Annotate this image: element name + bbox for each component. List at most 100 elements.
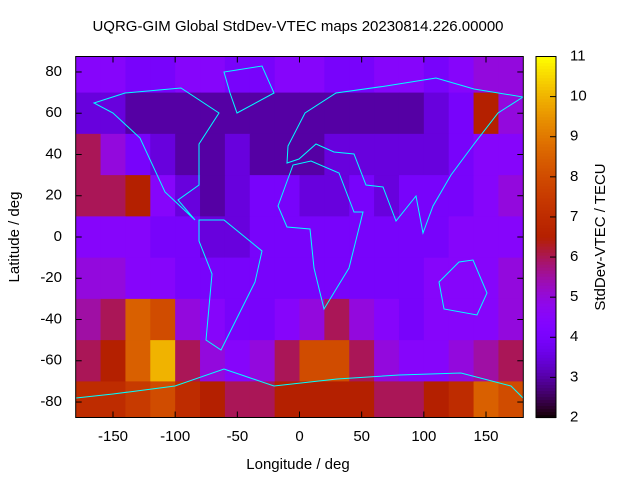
heatmap-cell xyxy=(374,257,400,300)
heatmap-cell xyxy=(249,381,276,418)
heatmap-cell xyxy=(200,175,226,217)
colorbar-step xyxy=(536,218,556,223)
heatmap-cell xyxy=(249,340,276,382)
heatmap-cell xyxy=(75,56,102,94)
heatmap-cell xyxy=(274,175,300,217)
colorbar-step xyxy=(536,390,556,395)
heatmap-cell xyxy=(398,298,425,341)
heatmap-cell xyxy=(299,92,325,135)
x-tick-label: 50 xyxy=(353,428,370,445)
y-tick-label: 40 xyxy=(45,145,62,162)
heatmap-cell xyxy=(398,216,425,259)
colorbar-step xyxy=(536,122,556,127)
colorbar-step xyxy=(536,402,556,407)
heatmap-cell xyxy=(423,257,450,300)
heatmap-cell xyxy=(423,216,450,259)
heatmap-cell xyxy=(150,216,176,259)
heatmap-cell xyxy=(324,56,350,94)
colorbar-tick-label: 2 xyxy=(570,408,578,425)
colorbar-step xyxy=(536,227,556,232)
colorbar-step xyxy=(536,149,556,154)
colorbar-step xyxy=(536,303,556,307)
colorbar-frame xyxy=(535,56,557,418)
colorbar-step xyxy=(536,408,556,413)
colorbar-step xyxy=(536,357,556,361)
heatmap-cell xyxy=(200,92,226,135)
heatmap-cell xyxy=(398,381,425,418)
heatmap-cell xyxy=(100,257,126,300)
heatmap-cell xyxy=(448,92,475,135)
colorbar-step xyxy=(536,212,556,217)
heatmap-cell xyxy=(100,216,126,259)
heatmap-cell xyxy=(299,56,325,94)
heatmap-cell xyxy=(200,257,226,300)
heatmap-cell xyxy=(75,381,102,418)
heatmap-cell xyxy=(324,133,350,176)
heatmap-cell xyxy=(349,257,375,300)
colorbar-step xyxy=(536,155,556,160)
colorbar-tick-label: 11 xyxy=(570,47,586,64)
y-tick-label: 20 xyxy=(45,187,62,204)
colorbar-step xyxy=(536,59,556,64)
colorbar-step xyxy=(536,369,556,373)
colorbar-step xyxy=(536,345,556,349)
colorbar-step xyxy=(536,261,556,265)
colorbar-step xyxy=(536,372,556,376)
colorbar-step xyxy=(536,68,556,73)
heatmap-cell xyxy=(299,340,325,382)
colorbar-tick-label: 3 xyxy=(570,368,578,385)
colorbar-step xyxy=(536,342,556,346)
heatmap-cell xyxy=(274,92,300,135)
heatmap-cell xyxy=(448,56,475,94)
colorbar-step xyxy=(536,324,556,328)
colorbar-step xyxy=(536,315,556,319)
colorbar-step xyxy=(536,185,556,190)
colorbar-step xyxy=(536,101,556,106)
colorbar-step xyxy=(536,77,556,82)
heatmap-cell xyxy=(150,257,176,300)
heatmap-cell xyxy=(175,298,201,341)
heatmap-cell xyxy=(100,133,126,176)
heatmap-cell xyxy=(224,133,251,176)
heatmap-cell xyxy=(398,340,425,382)
heatmap-cell xyxy=(175,381,201,418)
colorbar-tick-label: 9 xyxy=(570,128,578,145)
heatmap-cell xyxy=(473,257,499,300)
colorbar-step xyxy=(536,330,556,334)
colorbar-step xyxy=(536,414,556,419)
heatmap-cell xyxy=(100,175,126,217)
heatmap-cell xyxy=(324,381,350,418)
heatmap-cell xyxy=(299,175,325,217)
colorbar-step xyxy=(536,294,556,298)
colorbar-step xyxy=(536,194,556,199)
heatmap-cell xyxy=(473,133,499,176)
y-tick-label: -80 xyxy=(40,393,62,410)
x-tick-label: -100 xyxy=(160,428,190,445)
colorbar-step xyxy=(536,321,556,325)
heatmap-cell xyxy=(374,216,400,259)
colorbar-step xyxy=(536,71,556,76)
colorbar-step xyxy=(536,273,556,277)
colorbar-step xyxy=(536,233,556,238)
heatmap xyxy=(75,56,524,418)
heatmap-cell xyxy=(100,340,126,382)
x-tick-label: 0 xyxy=(295,428,303,445)
heatmap-cell xyxy=(423,381,450,418)
y-tick-label: -20 xyxy=(40,269,62,286)
heatmap-cell xyxy=(324,298,350,341)
colorbar-step xyxy=(536,405,556,410)
heatmap-cell xyxy=(249,175,276,217)
colorbar-step xyxy=(536,230,556,235)
colorbar-step xyxy=(536,300,556,304)
coastlines xyxy=(75,65,524,399)
coastline xyxy=(438,259,488,316)
x-tick-label: -50 xyxy=(226,428,248,445)
heatmap-cell xyxy=(200,298,226,341)
colorbar-step xyxy=(536,285,556,289)
heatmap-cell xyxy=(423,298,450,341)
colorbar-step xyxy=(536,191,556,196)
heatmap-cell xyxy=(125,56,151,94)
heatmap-cell xyxy=(249,216,276,259)
colorbar-step xyxy=(536,167,556,172)
heatmap-cell xyxy=(448,133,475,176)
